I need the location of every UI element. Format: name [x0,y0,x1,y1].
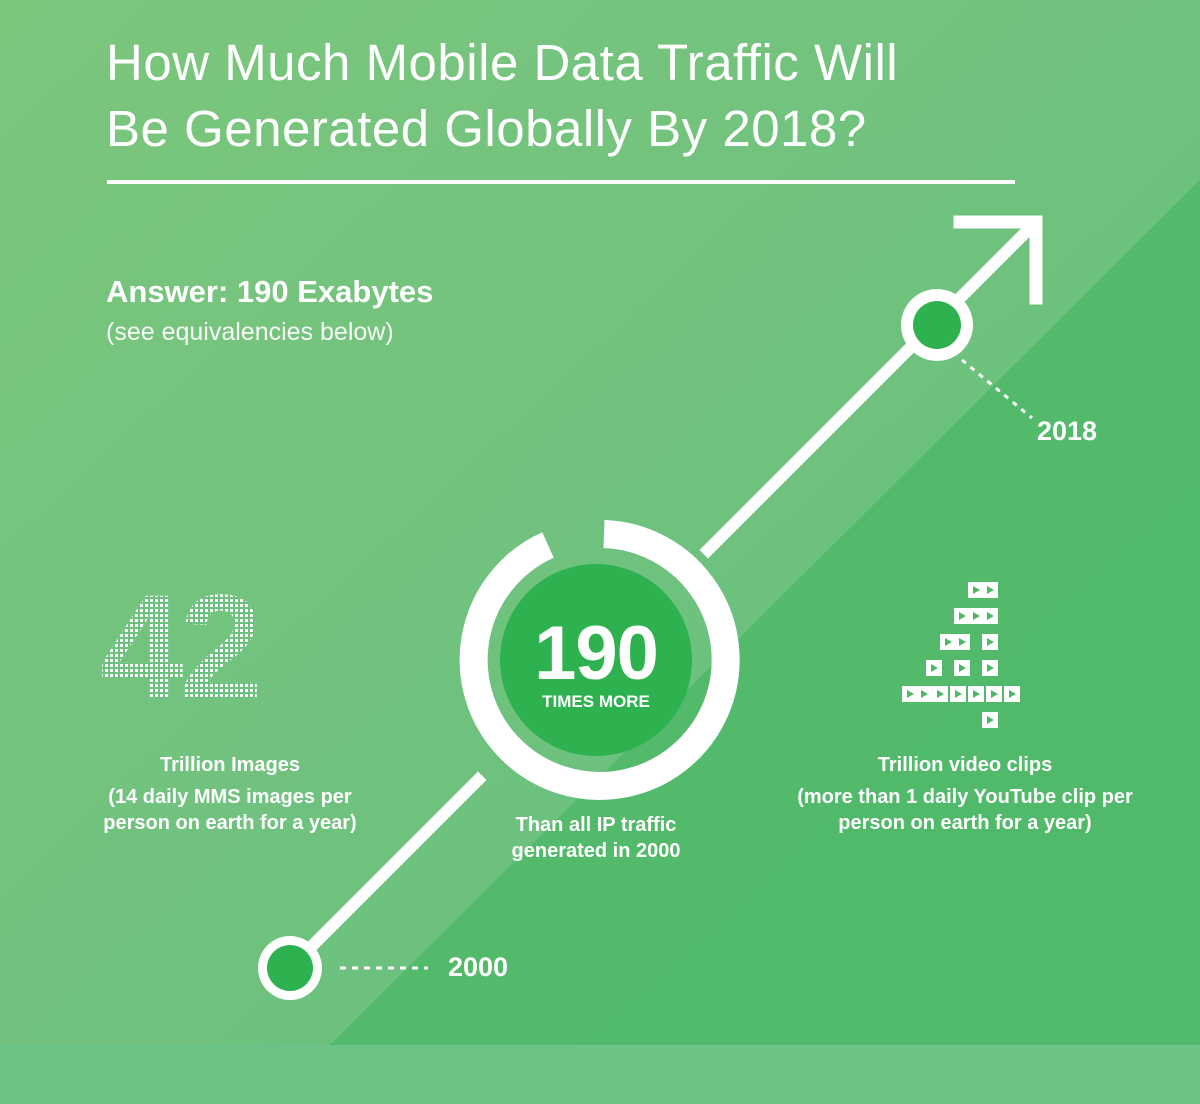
video-stat-label: Trillion video clips [877,754,1053,776]
center-ring [459,520,740,800]
growth-line-lower [281,771,487,977]
play-icon [987,716,994,724]
images-stat-detail-2: person on earth for a year) [103,812,357,834]
play-icon [987,664,994,672]
node-2018-dot [913,301,961,349]
images-stat-label: Trillion Images [159,754,301,776]
play-icon [987,638,994,646]
center-caption-line-1: Than all IP traffic [515,814,677,836]
page-title: How Much Mobile Data Traffic Will Be Gen… [106,30,1066,162]
play-icon [931,664,938,672]
video-clip-icon [902,582,1020,728]
play-icon [1009,690,1016,698]
background-diagonal-band [330,180,1200,1045]
center-stat-unit: TIMES MORE [542,692,650,711]
play-icon [987,586,994,594]
play-icon [973,612,980,620]
play-icon [937,690,944,698]
title-line-2: Be Generated Globally By 2018? [106,100,867,157]
video-stat-caption: Trillion video clips (more than 1 daily … [760,752,1170,836]
play-icon [973,586,980,594]
play-icon [945,638,952,646]
center-caption-line-2: generated in 2000 [511,840,681,862]
play-icon [991,690,998,698]
title-divider [107,180,1015,184]
arrow-up-right-icon [953,215,1043,305]
answer-subheading: (see equivalencies below) [106,318,394,346]
images-stat-detail-1: (14 daily MMS images per [108,786,352,808]
node-2000-dot [267,945,313,991]
growth-line-upper [699,219,1039,559]
center-disc [500,564,692,756]
title-line-1: How Much Mobile Data Traffic Will [106,34,899,91]
images-stat-value: 42 [100,563,259,731]
play-icon [959,638,966,646]
images-stat-caption: Trillion Images (14 daily MMS images per… [60,752,400,836]
leader-2018 [961,358,1033,420]
center-stat-value: 190 [534,611,659,696]
play-icon [907,690,914,698]
answer-heading: Answer: 190 Exabytes [106,274,434,309]
play-icon [921,690,928,698]
play-icon [959,612,966,620]
center-stat-caption: Than all IP traffic generated in 2000 [446,812,746,864]
play-icon [955,690,962,698]
video-stat-detail-1: (more than 1 daily YouTube clip per [797,786,1133,808]
footer-band [0,1045,1200,1104]
year-label-2018: 2018 [1037,416,1098,446]
video-stat-detail-2: person on earth for a year) [838,812,1092,834]
play-icon [973,690,980,698]
play-icon [959,664,966,672]
year-label-2000: 2000 [448,952,509,982]
play-icon [987,612,994,620]
